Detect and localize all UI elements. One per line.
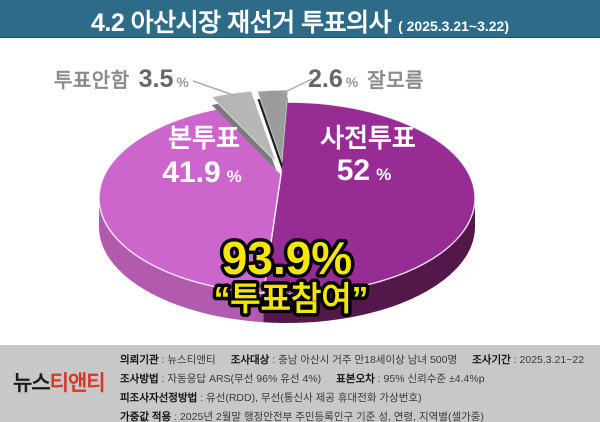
annotation-caption: “투표참여”	[214, 280, 368, 317]
survey-fact: 표본오차 : 95% 신뢰수준 ±4.4%p	[336, 373, 485, 385]
callout-no-vote-value: 3.5	[138, 65, 174, 93]
pie-slice-side-2	[211, 99, 276, 170]
callout-dont-know-unit: %	[345, 74, 359, 90]
pie-label-value-0: 52%	[337, 154, 392, 187]
survey-fact: 피조사자선정방법 : 유선(RDD), 무선(통신사 제공 휴대전화 가상번호)	[120, 392, 422, 404]
page-title: 4.2 아산시장 재선거 투표의사	[90, 9, 392, 37]
survey-fact: 가중값 적용 : 2025년 2월말 행정안전부 주민등록인구 기준 성, 연령…	[120, 411, 484, 422]
callout-no-vote: 투표안함 3.5 %	[54, 64, 198, 94]
pie-slice-0	[262, 101, 476, 295]
news-logo-prefix: 뉴스	[13, 372, 51, 395]
callout-dont-know-value: 2.6	[308, 65, 343, 93]
news-logo: 뉴스티앤티	[13, 367, 106, 397]
pie-slice-side-1	[99, 198, 264, 323]
survey-fact-line: 가중값 적용 : 2025년 2월말 행정안전부 주민등록인구 기준 성, 연령…	[120, 408, 596, 422]
callout-no-vote-unit: %	[176, 74, 189, 90]
survey-fact-line: 조사방법 : 자동응답 ARS(무선 96% 유선 4%) 표본오차 : 95% …	[120, 370, 596, 389]
title-bar: 4.2 아산시장 재선거 투표의사 ( 2025.3.21~3.22)	[0, 0, 600, 38]
survey-fact: 조사기간 : 2025.3.21~22	[472, 354, 585, 366]
survey-facts: 의뢰기관 : 뉴스티앤티 조사대상 : 충남 아산시 거주 만18세이상 남녀 5…	[120, 351, 596, 422]
source-bar: 뉴스티앤티 의뢰기관 : 뉴스티앤티 조사대상 : 충남 아산시 거주 만18세이…	[0, 345, 600, 422]
survey-fact: 조사방법 : 자동응답 ARS(무선 96% 유선 4%)	[120, 373, 322, 385]
pie-slice-side-0	[263, 198, 475, 323]
survey-fact-line: 피조사자선정방법 : 유선(RDD), 무선(통신사 제공 휴대전화 가상번호)	[120, 389, 596, 408]
survey-fact-line: 의뢰기관 : 뉴스티앤티 조사대상 : 충남 아산시 거주 만18세이상 남녀 5…	[120, 351, 596, 370]
callout-dont-know-label: 잘모름	[367, 70, 424, 92]
pie-label-name-0: 사전투표	[320, 123, 416, 153]
annotation-headline: 93.9%	[222, 232, 352, 284]
survey-fact: 의뢰기관 : 뉴스티앤티	[120, 354, 216, 366]
pie-label-name-1: 본투표	[168, 123, 240, 153]
leader-line-no-vote	[192, 80, 237, 97]
pie-slice-1	[98, 108, 282, 294]
chart-area: 사전투표 52% 본투표 41.9% 93.9% “투표참여” 투표안함 3.5 % 2.…	[0, 38, 600, 345]
pie-label-value-1: 41.9%	[162, 156, 242, 189]
page-subtitle: ( 2025.3.21~3.22)	[398, 18, 509, 34]
callout-no-vote-label: 투표안함	[54, 70, 130, 92]
callout-dont-know: 2.6 % 잘모름	[308, 64, 424, 94]
survey-fact: 조사대상 : 충남 아산시 거주 만18세이상 남녀 500명	[230, 354, 458, 366]
leader-line-dont-know	[282, 78, 313, 94]
news-logo-suffix: 티앤티	[49, 372, 106, 395]
